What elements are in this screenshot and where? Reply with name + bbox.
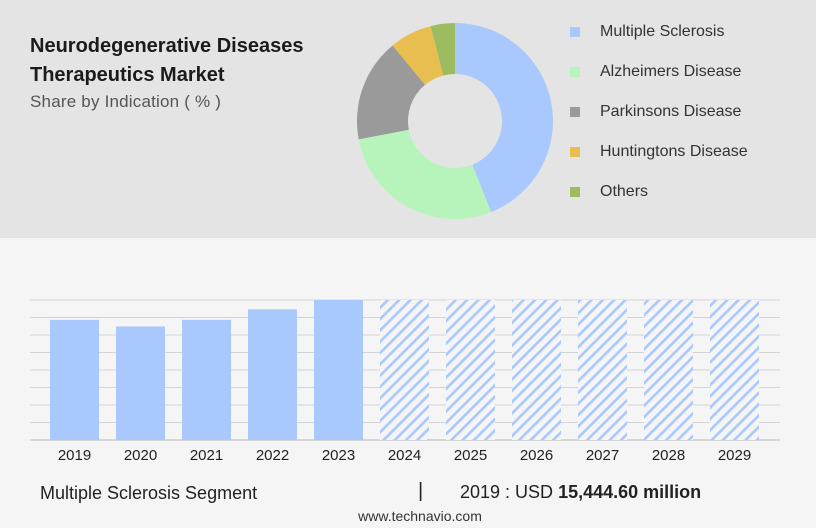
donut-slice-parkinsons-disease — [357, 45, 426, 140]
x-tick-label: 2028 — [652, 447, 685, 464]
x-tick-label: 2023 — [322, 447, 355, 464]
legend-label: Huntingtons Disease — [600, 143, 748, 160]
bar-2028 — [644, 300, 693, 440]
bar-2026 — [512, 300, 561, 440]
x-tick-label: 2029 — [718, 447, 751, 464]
bar-2021 — [182, 319, 231, 440]
donut-chart — [357, 23, 553, 219]
bar-2027 — [578, 300, 627, 440]
donut-slice-multiple-sclerosis — [455, 23, 553, 213]
legend-label: Others — [600, 183, 649, 200]
segment-label: Multiple Sclerosis Segment — [40, 483, 258, 503]
chart-subtitle: Share by Indication ( % ) — [30, 92, 222, 111]
segment-value-amount: 15,444.60 million — [558, 482, 702, 502]
donut-slice-others — [430, 23, 455, 76]
x-tick-label: 2021 — [190, 447, 223, 464]
x-tick-label: 2020 — [124, 447, 157, 464]
x-tick-label: 2019 — [58, 447, 91, 464]
legend-swatch — [570, 187, 580, 197]
legend-label: Multiple Sclerosis — [600, 23, 725, 40]
chart-title: Neurodegenerative Diseases Therapeutics … — [30, 35, 304, 86]
summary-panel: Neurodegenerative Diseases Therapeutics … — [0, 0, 816, 238]
legend-item: Parkinsons Disease — [570, 92, 748, 132]
donut-slice-alzheimers-disease — [358, 129, 492, 219]
legend-item: Others — [570, 172, 748, 212]
segment-value-prefix: 2019 : USD — [460, 482, 554, 502]
x-tick-label: 2025 — [454, 447, 487, 464]
legend-item: Multiple Sclerosis — [570, 12, 748, 52]
bar-2029 — [710, 300, 759, 440]
legend-swatch — [570, 147, 580, 157]
x-tick-label: 2024 — [388, 447, 421, 464]
bar-chart: 2019 2020 2021 2022 2023 2024 2025 2026 2027 2028… — [30, 299, 780, 464]
x-tick-label: 2027 — [586, 447, 619, 464]
bar-2022 — [248, 309, 297, 440]
x-tick-label: 2022 — [256, 447, 289, 464]
legend-item: Alzheimers Disease — [570, 52, 748, 92]
bar-2024 — [380, 300, 429, 440]
bar-2025 — [446, 300, 495, 440]
x-tick-label: 2026 — [520, 447, 553, 464]
legend-swatch — [570, 107, 580, 117]
legend-item: Huntingtons Disease — [570, 132, 748, 172]
bar-2023 — [314, 300, 363, 440]
footer-divider: | — [418, 480, 424, 502]
source-link[interactable]: www.technavio.com — [358, 508, 482, 524]
legend-swatch — [570, 27, 580, 37]
legend-label: Parkinsons Disease — [600, 103, 742, 120]
legend-swatch — [570, 67, 580, 77]
donut-slice-huntingtons-disease — [392, 26, 444, 85]
bar-2019 — [50, 319, 99, 440]
legend-label: Alzheimers Disease — [600, 63, 742, 80]
segment-value: 2019 : USD 15,444.60 million — [460, 482, 701, 503]
bar-2020 — [116, 326, 165, 440]
donut-legend: Multiple Sclerosis Alzheimers Disease Park… — [570, 12, 748, 212]
